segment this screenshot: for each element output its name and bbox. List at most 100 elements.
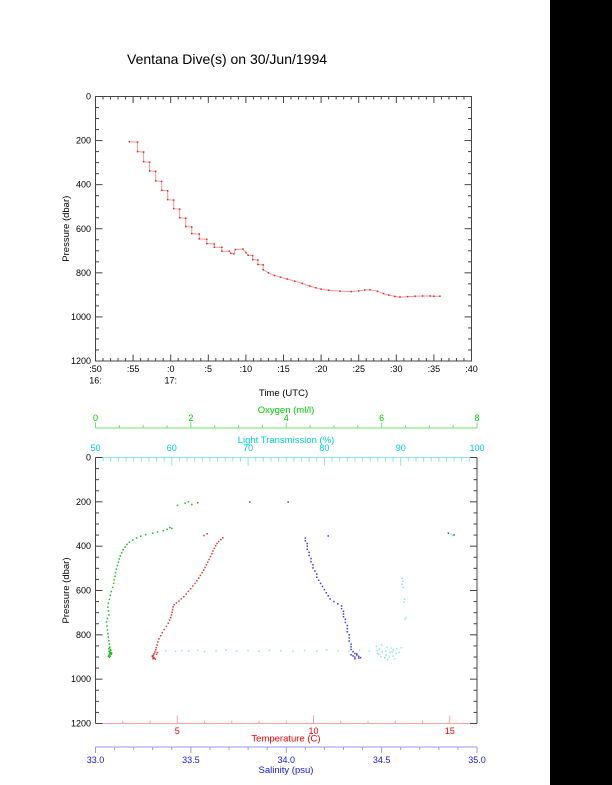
salinity-profile-point — [352, 650, 354, 653]
oxygen-profile-point — [116, 564, 119, 567]
temperature-profile-point — [153, 657, 156, 659]
salinity-profile-point — [344, 618, 347, 621]
dive-profile-point — [172, 207, 175, 210]
oxygen-profile-point — [131, 539, 134, 541]
salinity-profile-point — [354, 658, 356, 660]
oxygen-tick-label: 4 — [284, 413, 289, 423]
dive-profile-point — [421, 295, 424, 297]
light-transmission-profile-point — [383, 657, 386, 659]
dive-profile-point — [160, 189, 163, 192]
light-transmission-profile-point — [381, 650, 384, 653]
oxygen-profile-point — [106, 629, 109, 631]
temperature-profile-point — [209, 555, 212, 558]
salinity-profile-point — [340, 607, 343, 610]
oxygen-tick-label: 6 — [379, 413, 384, 423]
light-transmission-profile-point — [268, 649, 271, 652]
oxygen-profile-point — [117, 561, 120, 563]
top-plot-dive-depth-vs-time: :50:55:0:5:10:15:20:25:30:35:40 16: 17: 0 20… — [71, 92, 478, 386]
temperature-axis-title: Temperature (C) — [251, 734, 320, 745]
oxygen-profile-point — [184, 502, 186, 504]
x-tick-label: :20 — [315, 364, 328, 374]
salinity-tick-label: 34.0 — [277, 755, 295, 765]
salinity-profile-point — [356, 653, 358, 655]
oxygen-profile-point — [191, 503, 193, 506]
pressure-tick-label: 1200 — [71, 719, 91, 729]
salinity-profile-point — [312, 567, 314, 569]
salinity-profile-point — [346, 627, 349, 630]
dive-profile-point — [234, 248, 237, 251]
salinity-profile-point — [310, 560, 312, 563]
light-transmission-profile-point — [386, 658, 389, 661]
oxygen-profile-point — [162, 529, 164, 532]
oxygen-profile-point — [108, 643, 111, 645]
dive-profile-point — [136, 150, 139, 153]
salinity-tick-label: 35.0 — [468, 755, 486, 765]
series-salinity-profile — [287, 501, 455, 660]
temperature-profile-point — [173, 603, 176, 606]
oxygen-profile-point — [122, 548, 124, 551]
light-transmission-tick-label: 50 — [90, 443, 100, 453]
light-transmission-tick-label: 100 — [469, 443, 484, 453]
light-transmission-profile-point — [203, 650, 206, 653]
light-transmission-profile-point — [225, 649, 227, 651]
dive-profile-point — [242, 248, 244, 250]
dive-profile-point — [320, 288, 322, 290]
salinity-profile-point — [333, 600, 335, 603]
temperature-profile-point — [172, 606, 174, 608]
salinity-tick-label: 34.5 — [373, 755, 391, 765]
top-xaxis-title: Time (UTC) — [259, 388, 308, 399]
oxygen-profile-point — [140, 535, 142, 537]
oxygen-profile-point — [124, 546, 126, 548]
light-transmission-profile-point — [196, 649, 199, 652]
temperature-profile-point — [183, 595, 185, 598]
oxygen-profile-point — [108, 647, 110, 650]
temperature-profile-point — [158, 638, 160, 640]
salinity-profile-point — [308, 551, 310, 554]
temperature-profile-point — [159, 634, 162, 637]
dive-profile-point — [191, 226, 193, 228]
dive-profile-point — [142, 151, 145, 153]
salinity-profile-point — [316, 573, 318, 575]
dive-profile-point — [166, 198, 169, 201]
oxygen-profile-point — [156, 531, 159, 533]
dive-profile-point — [262, 264, 264, 266]
light-transmission-profile-point — [385, 654, 387, 656]
salinity-profile-point — [319, 582, 322, 585]
salinity-profile-point — [348, 640, 350, 642]
salinity-profile-point — [304, 540, 307, 542]
salinity-axis-title: Salinity (psu) — [259, 765, 314, 776]
oxygen-profile-point — [112, 582, 115, 585]
salinity-profile-point — [357, 655, 360, 658]
salinity-profile-point — [327, 595, 329, 597]
dive-profile-point — [301, 282, 304, 285]
temperature-profile-point — [202, 569, 205, 571]
oxygen-profile-point — [109, 648, 112, 651]
temperature-profile-point — [185, 593, 187, 595]
light-transmission-profile-point — [358, 649, 361, 652]
salinity-profile-point — [346, 630, 349, 633]
salinity-profile-point — [308, 554, 310, 557]
salinity-profile-point — [447, 532, 450, 534]
light-transmission-profile-point — [384, 650, 387, 652]
x-tick-label: :40 — [465, 364, 478, 374]
light-transmission-profile-point — [389, 651, 391, 654]
oxygen-profile-point — [128, 541, 131, 543]
temperature-profile-point — [157, 641, 159, 643]
salinity-profile-point — [453, 534, 455, 536]
oxygen-profile-point — [109, 655, 112, 657]
light-transmission-profile-point — [450, 533, 452, 535]
oxygen-profile-point — [107, 606, 109, 608]
top-yaxis-title: Pressure (dbar) — [61, 196, 72, 262]
light-transmission-profile-point — [451, 534, 454, 537]
temperature-profile-point — [198, 577, 200, 579]
light-transmission-profile-point — [402, 586, 404, 589]
oxygen-profile-point — [169, 526, 171, 529]
light-transmission-profile-point — [401, 583, 403, 586]
temperature-profile-point — [220, 538, 222, 541]
dive-profile-point — [273, 274, 276, 277]
y-tick-label: 1000 — [71, 312, 91, 322]
oxygen-profile-point — [107, 602, 110, 605]
oxygen-profile-point — [108, 639, 110, 642]
